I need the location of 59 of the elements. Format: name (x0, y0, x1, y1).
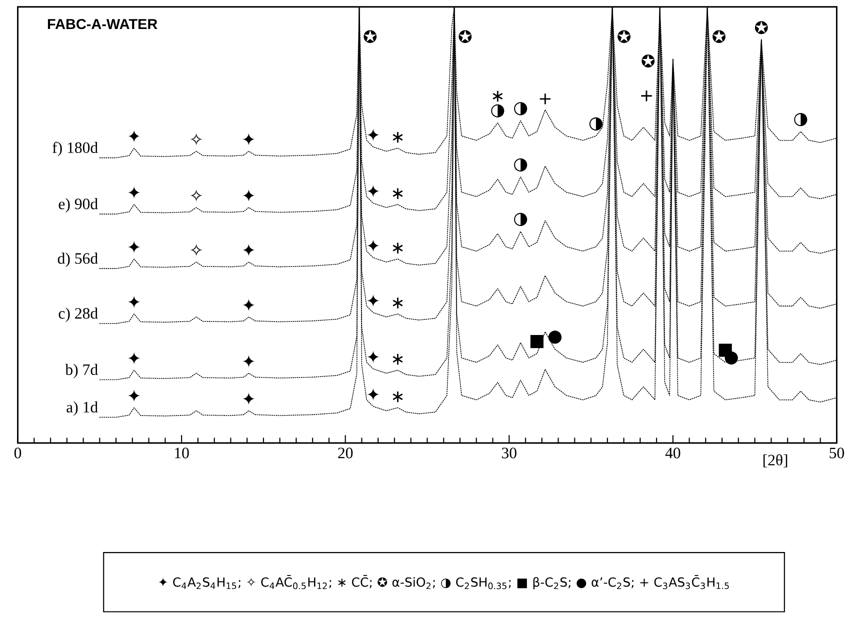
series-label: b) 7d (65, 364, 98, 378)
x-tick-label: 40 (665, 448, 680, 459)
series-label: c) 28d (58, 308, 98, 322)
annotation: ◑ (589, 118, 602, 131)
annotation: ✦ (242, 298, 256, 312)
annotation: ∗ (392, 298, 403, 309)
annotation: ◑ (514, 102, 528, 116)
annotation: ◑ (794, 113, 808, 126)
annotation: ✦ (366, 294, 380, 308)
annotation: ∗ (392, 392, 403, 402)
annotation: ✧ (190, 244, 203, 257)
annotation: ∗ (492, 91, 503, 102)
annotation: ✧ (190, 189, 203, 202)
annotation: ■ (530, 335, 544, 348)
annotation: ✦ (242, 189, 256, 202)
annotation: ✪ (364, 30, 377, 44)
annotation: ● (548, 330, 562, 344)
annotation: ✪ (618, 30, 630, 44)
annotation: ✦ (128, 389, 141, 402)
annotation: ◑ (514, 158, 528, 172)
annotation: ✦ (128, 186, 141, 200)
x-axis-title: [2θ] (763, 454, 788, 468)
annotation: ✦ (366, 350, 380, 364)
annotation: ∗ (392, 132, 403, 143)
annotation: ✦ (242, 132, 256, 146)
series-label: a) 1d (66, 402, 98, 416)
x-tick-label: 0 (14, 448, 22, 459)
annotation: ✦ (366, 184, 380, 198)
annotation: ✦ (366, 239, 380, 252)
annotation: ✦ (366, 128, 380, 142)
annotation: ✪ (642, 54, 655, 68)
annotation: ✪ (712, 30, 726, 44)
annotation: ✦ (128, 240, 141, 254)
annotation: ✪ (458, 30, 472, 44)
annotation: ◑ (514, 213, 528, 226)
annotation: ✦ (128, 130, 141, 143)
series-label: f) 180d (52, 142, 98, 156)
annotation: ∗ (392, 188, 403, 200)
annotation: ◑ (491, 104, 504, 118)
annotation: + (540, 94, 551, 105)
annotation: ✧ (190, 132, 203, 146)
annotation: ✦ (128, 352, 141, 365)
x-tick-label: 10 (175, 448, 189, 459)
annotation: ∗ (392, 354, 403, 365)
annotation: + (641, 90, 652, 102)
series-label: e) 90d (58, 198, 98, 213)
x-tick-label: 30 (502, 448, 516, 459)
text: ✦ C$_{4}$A$_{2}$S$_{4}$H$_{15}$; ✧ C$_{4}$AC̄$_{0.5}$H$_{12}$; ∗ CC̄; ✪ α-SiO$_{2}$; ◑ C$_{2}$SH$_{0.35}$; ■ β-C$_{2}$S; ● α’-C$_{2}$S; + C$_{3}$AS$_{3}$C̄$_{3}$H$_{1.5}$ (158, 575, 729, 590)
annotation: ✦ (242, 354, 256, 368)
annotation: ✪ (754, 21, 768, 34)
annotation: ✦ (242, 392, 256, 406)
x-tick-label: 50 (830, 448, 844, 459)
annotation: ∗ (392, 242, 403, 254)
annotation: ✦ (242, 244, 256, 257)
annotation: ✦ (366, 388, 380, 402)
x-tick-label: 20 (338, 448, 353, 459)
series-label: d) 56d (58, 252, 98, 268)
annotation: ✦ (128, 296, 141, 309)
text: FABC-A-WATER (48, 19, 158, 30)
